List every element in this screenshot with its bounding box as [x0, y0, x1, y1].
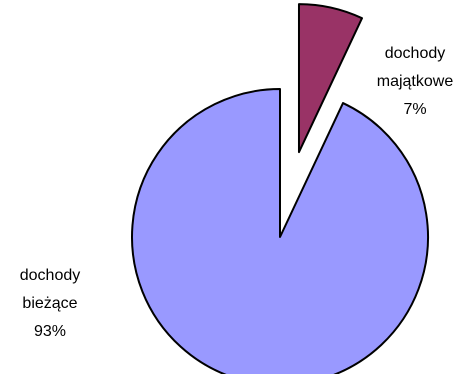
slice-value-biezace: 93%	[34, 323, 66, 340]
slice-value-majatkowe: 7%	[403, 101, 426, 118]
pie-slices	[131, 3, 429, 374]
slice-label-majatkowe-line2: majątkowe	[377, 73, 454, 90]
pie-slice-majatkowe	[297, 3, 363, 154]
pie-slice-biezace	[131, 88, 429, 374]
slice-label-biezace-line2: bieżące	[22, 295, 77, 312]
pie-labels: dochody majątkowe 7% dochody bieżące 93%	[20, 45, 454, 340]
slice-label-biezace-line1: dochody	[20, 267, 81, 284]
slice-label-majatkowe-line1: dochody	[385, 45, 446, 62]
